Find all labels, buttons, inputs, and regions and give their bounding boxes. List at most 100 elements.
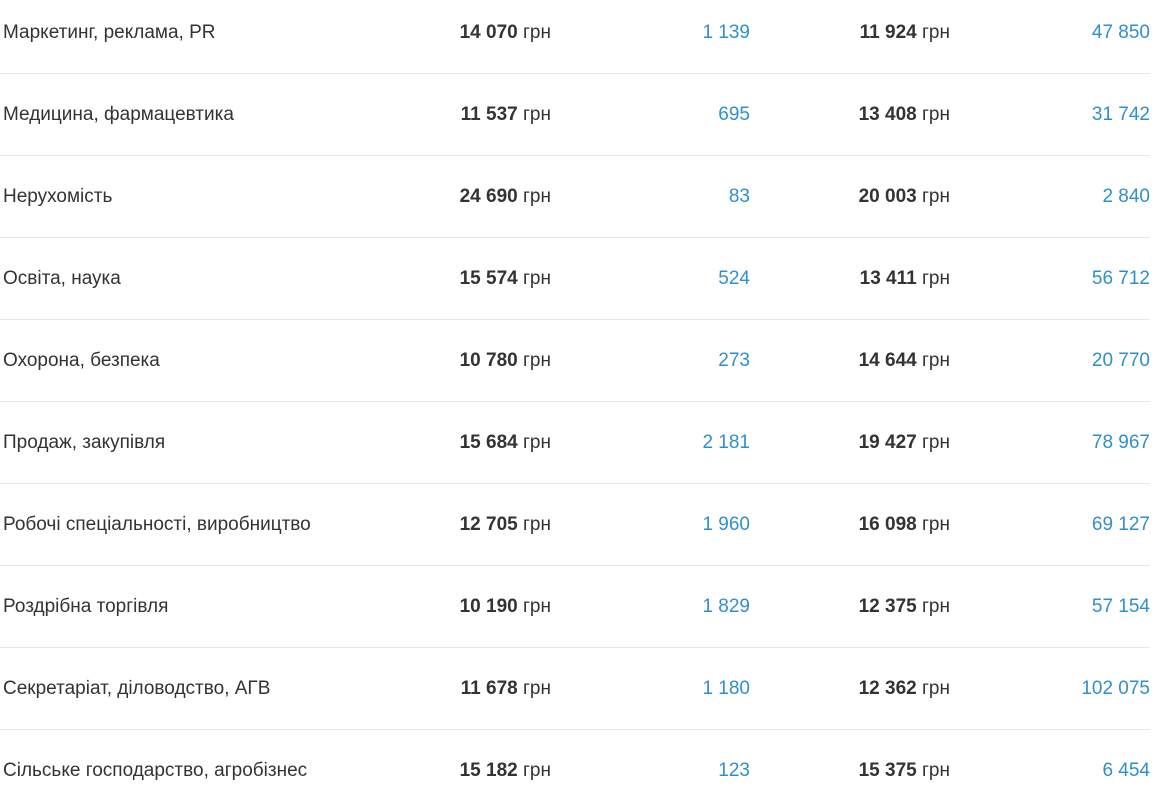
currency-label: грн bbox=[523, 678, 551, 699]
table-row: Нерухомість 24 690 грн 83 20 003 грн 2 8… bbox=[0, 156, 1150, 238]
count-1-link[interactable]: 1 139 bbox=[702, 22, 750, 43]
count-1-link[interactable]: 273 bbox=[718, 350, 750, 371]
salary-2-value: 19 427 bbox=[858, 432, 917, 453]
salary-1-value: 10 190 bbox=[459, 596, 518, 617]
salary-1-value: 14 070 bbox=[459, 22, 518, 43]
salary-1: 15 684 грн bbox=[460, 402, 551, 483]
table-row: Роздрібна торгівля 10 190 грн 1 829 12 3… bbox=[0, 566, 1150, 648]
table-row: Секретаріат, діловодство, АГВ 11 678 грн… bbox=[0, 648, 1150, 730]
count-1-link[interactable]: 83 bbox=[728, 186, 750, 207]
salary-2: 14 644 грн bbox=[859, 320, 950, 401]
salary-1: 10 780 грн bbox=[460, 320, 551, 401]
table-row: Робочі спеціальності, виробництво 12 705… bbox=[0, 484, 1150, 566]
count-1-link[interactable]: 1 829 bbox=[702, 596, 750, 617]
currency-label: грн bbox=[922, 596, 950, 617]
salary-2: 13 408 грн bbox=[859, 74, 950, 155]
category-name: Продаж, закупівля bbox=[3, 432, 166, 453]
currency-label: грн bbox=[922, 432, 950, 453]
table-row: Сільське господарство, агробізнес 15 182… bbox=[0, 730, 1150, 811]
currency-label: грн bbox=[523, 350, 551, 371]
salary-1: 15 182 грн bbox=[460, 730, 551, 811]
count-2-link[interactable]: 57 154 bbox=[1091, 596, 1150, 617]
salary-2: 20 003 грн bbox=[859, 156, 950, 237]
salary-2: 12 375 грн bbox=[859, 566, 950, 647]
count-1-link[interactable]: 2 181 bbox=[702, 432, 750, 453]
currency-label: грн bbox=[922, 22, 950, 43]
count-2-link[interactable]: 2 840 bbox=[1102, 186, 1150, 207]
currency-label: грн bbox=[523, 596, 551, 617]
salary-2-value: 20 003 bbox=[858, 186, 917, 207]
salary-1-value: 11 537 bbox=[460, 104, 518, 125]
category-name: Нерухомість bbox=[3, 186, 113, 207]
count-2-link[interactable]: 20 770 bbox=[1091, 350, 1150, 371]
salary-2: 12 362 грн bbox=[859, 648, 950, 729]
salary-2: 11 924 грн bbox=[860, 0, 950, 73]
currency-label: грн bbox=[523, 22, 551, 43]
salary-1: 11 537 грн bbox=[461, 74, 551, 155]
count-1-link[interactable]: 123 bbox=[718, 760, 750, 781]
salary-1-value: 10 780 bbox=[459, 350, 518, 371]
salary-1-value: 15 182 bbox=[459, 760, 518, 781]
category-name: Сільське господарство, агробізнес bbox=[3, 760, 308, 781]
count-2-link[interactable]: 69 127 bbox=[1091, 514, 1150, 535]
salary-2-value: 13 408 bbox=[858, 104, 917, 125]
salary-1-value: 24 690 bbox=[459, 186, 518, 207]
count-2-link[interactable]: 6 454 bbox=[1102, 760, 1150, 781]
count-1-link[interactable]: 1 180 bbox=[702, 678, 750, 699]
salary-1-value: 15 574 bbox=[459, 268, 518, 289]
salary-2-value: 13 411 bbox=[859, 268, 917, 289]
currency-label: грн bbox=[922, 268, 950, 289]
salary-1: 14 070 грн bbox=[460, 0, 551, 73]
salary-1-value: 15 684 bbox=[459, 432, 518, 453]
salary-1: 12 705 грн bbox=[460, 484, 551, 565]
salary-2-value: 12 362 bbox=[858, 678, 917, 699]
category-name: Медицина, фармацевтика bbox=[3, 104, 234, 125]
salary-2-value: 16 098 bbox=[858, 514, 917, 535]
salary-2-value: 15 375 bbox=[858, 760, 917, 781]
currency-label: грн bbox=[523, 514, 551, 535]
salary-2: 15 375 грн bbox=[859, 730, 950, 811]
count-2-link[interactable]: 102 075 bbox=[1081, 678, 1150, 699]
salary-1: 11 678 грн bbox=[461, 648, 551, 729]
category-name: Роздрібна торгівля bbox=[3, 596, 169, 617]
category-name: Охорона, безпека bbox=[3, 350, 160, 371]
currency-label: грн bbox=[922, 678, 950, 699]
currency-label: грн bbox=[523, 268, 551, 289]
salary-1-value: 11 678 bbox=[460, 678, 518, 699]
currency-label: грн bbox=[922, 350, 950, 371]
count-2-link[interactable]: 78 967 bbox=[1091, 432, 1150, 453]
table-row: Освіта, наука 15 574 грн 524 13 411 грн … bbox=[0, 238, 1150, 320]
count-1-link[interactable]: 695 bbox=[718, 104, 750, 125]
count-2-link[interactable]: 47 850 bbox=[1091, 22, 1150, 43]
salary-1: 10 190 грн bbox=[460, 566, 551, 647]
table-row: Маркетинг, реклама, PR 14 070 грн 1 139 … bbox=[0, 0, 1150, 74]
salary-1: 15 574 грн bbox=[460, 238, 551, 319]
salary-2: 16 098 грн bbox=[859, 484, 950, 565]
currency-label: грн bbox=[523, 760, 551, 781]
currency-label: грн bbox=[523, 432, 551, 453]
category-name: Освіта, наука bbox=[3, 268, 121, 289]
category-name: Секретаріат, діловодство, АГВ bbox=[3, 678, 271, 699]
salary-2: 19 427 грн bbox=[859, 402, 950, 483]
currency-label: грн bbox=[523, 104, 551, 125]
currency-label: грн bbox=[922, 186, 950, 207]
table-row: Медицина, фармацевтика 11 537 грн 695 13… bbox=[0, 74, 1150, 156]
count-2-link[interactable]: 56 712 bbox=[1091, 268, 1150, 289]
table-row: Продаж, закупівля 15 684 грн 2 181 19 42… bbox=[0, 402, 1150, 484]
category-name: Робочі спеціальності, виробництво bbox=[3, 514, 311, 535]
currency-label: грн bbox=[922, 104, 950, 125]
count-1-link[interactable]: 1 960 bbox=[702, 514, 750, 535]
currency-label: грн bbox=[922, 760, 950, 781]
salary-2: 13 411 грн bbox=[860, 238, 950, 319]
count-2-link[interactable]: 31 742 bbox=[1091, 104, 1150, 125]
salary-1-value: 12 705 bbox=[459, 514, 518, 535]
table-row: Охорона, безпека 10 780 грн 273 14 644 г… bbox=[0, 320, 1150, 402]
category-name: Маркетинг, реклама, PR bbox=[3, 22, 216, 43]
salary-2-value: 12 375 bbox=[858, 596, 917, 617]
currency-label: грн bbox=[922, 514, 950, 535]
salary-2-value: 11 924 bbox=[859, 22, 917, 43]
salary-1: 24 690 грн bbox=[460, 156, 551, 237]
currency-label: грн bbox=[523, 186, 551, 207]
salary-2-value: 14 644 bbox=[858, 350, 917, 371]
count-1-link[interactable]: 524 bbox=[718, 268, 750, 289]
